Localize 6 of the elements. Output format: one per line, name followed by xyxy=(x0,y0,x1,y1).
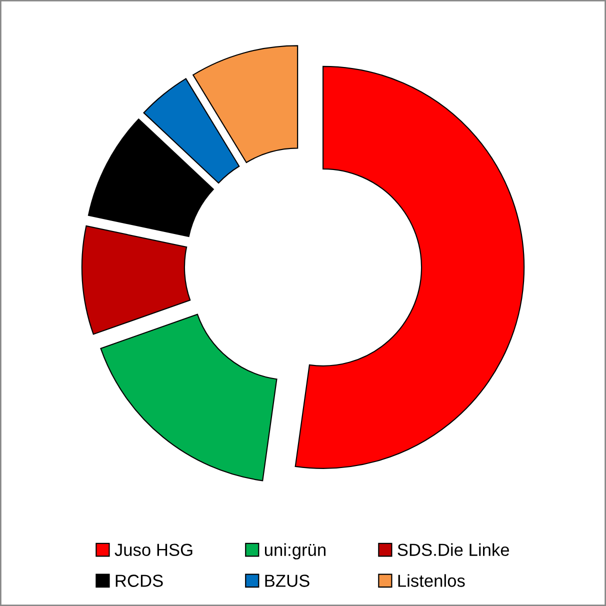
legend-label: BZUS xyxy=(265,574,310,587)
legend-label: Listenlos xyxy=(398,574,465,587)
legend-label: RCDS xyxy=(116,574,163,587)
legend-label: SDS.Die Linke xyxy=(398,543,510,556)
legend-label: Juso HSG xyxy=(114,544,192,556)
legend-label: uni:grün xyxy=(264,543,326,560)
